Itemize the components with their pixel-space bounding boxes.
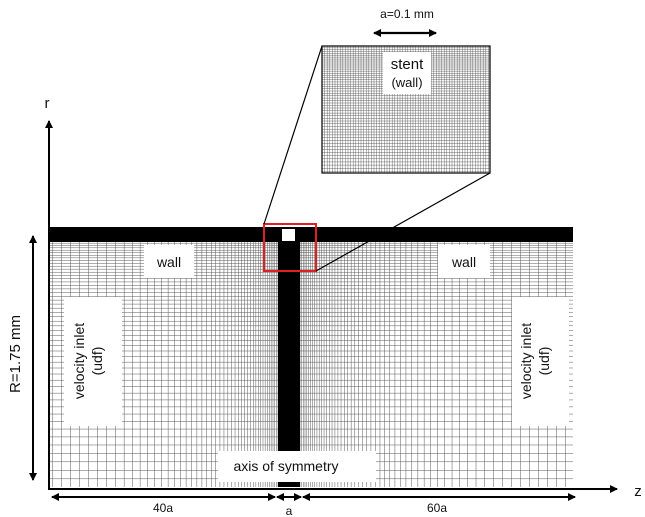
stent-label-box xyxy=(383,52,431,94)
inset-dimension-label: a=0.1 mm xyxy=(380,7,434,21)
inlet-right-sublabel: (udf) xyxy=(536,347,552,376)
inlet-left-sublabel: (udf) xyxy=(89,347,105,376)
wall-right-label: wall xyxy=(451,254,476,270)
z-axis-label: z xyxy=(634,483,642,500)
mesh-background xyxy=(49,241,573,487)
inlet-left-box xyxy=(64,297,122,426)
inset-connector-right xyxy=(315,172,491,272)
wall-left-label: wall xyxy=(156,254,181,270)
computational-mesh xyxy=(49,240,573,487)
dim-60a-label: 60a xyxy=(427,501,447,515)
dim-40a-label: 40a xyxy=(153,501,173,515)
axis-of-symmetry-label: axis of symmetry xyxy=(233,458,338,474)
stent-label: stent xyxy=(391,56,424,73)
wall-left-box xyxy=(144,245,194,278)
inset-connector-left xyxy=(263,45,323,225)
dim-a-label: a xyxy=(286,504,293,517)
stent-column xyxy=(278,241,300,487)
inlet-left-label: velocity inlet xyxy=(71,323,87,399)
inlet-right-box xyxy=(512,297,569,426)
stent-sublabel: (wall) xyxy=(391,75,422,90)
stent-strut xyxy=(282,229,295,241)
zoom-region-box xyxy=(263,223,317,272)
zoom-inset: stent (wall) xyxy=(321,45,491,174)
wall-band xyxy=(49,227,573,242)
axis-label-box xyxy=(218,451,376,482)
wall-right-box xyxy=(438,245,490,278)
inset-border xyxy=(321,45,491,174)
inlet-right-label: velocity inlet xyxy=(518,323,534,399)
r-axis-label: r xyxy=(45,95,50,112)
radius-label: R=1.75 mm xyxy=(7,315,24,393)
